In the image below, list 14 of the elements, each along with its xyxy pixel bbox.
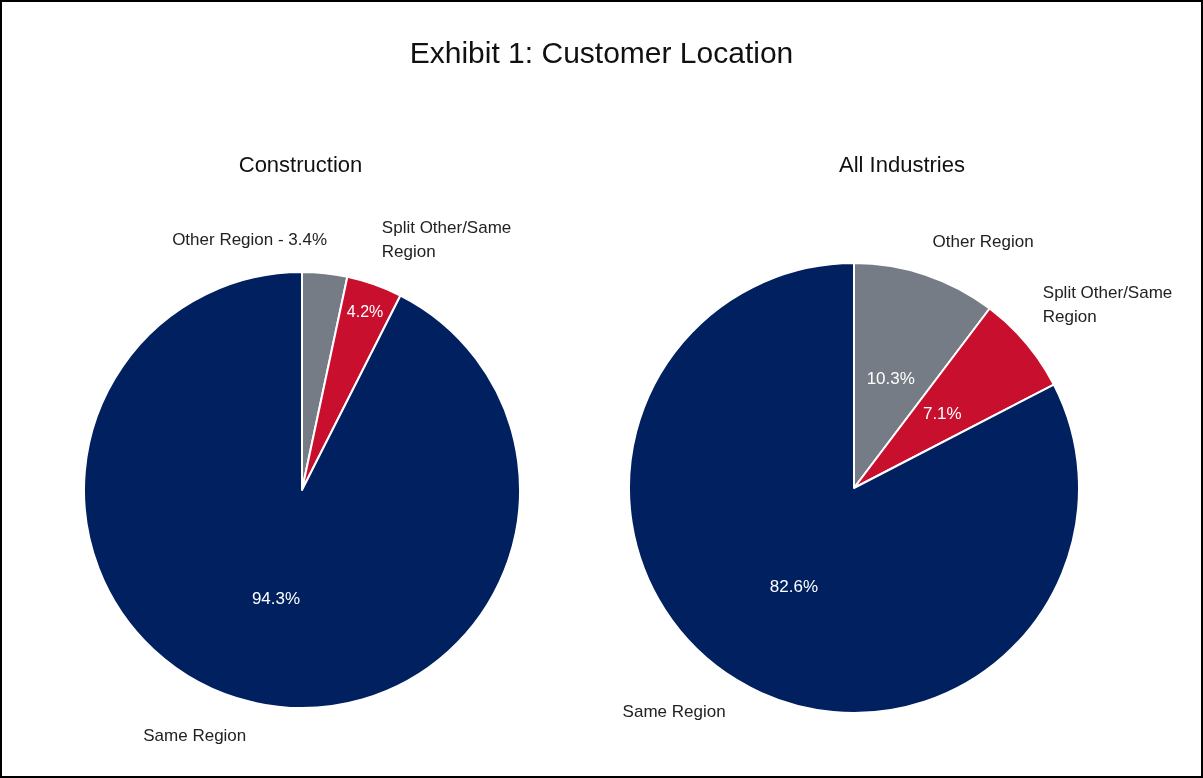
slice-label: Other Region [932,232,1034,252]
chart-title: Construction [238,151,363,177]
data-label: 7.1% [922,404,962,424]
data-label: 10.3% [866,368,915,388]
slice-label: Same Region [622,701,726,721]
text: Exhibit 1: Customer Location [408,36,795,70]
data-label: 82.6% [769,577,819,597]
chart-title: All Industries [839,151,965,177]
data-label: 94.3% [251,589,301,609]
data-label: 4.2% [346,302,384,320]
slice-label: Split Other/Same Region [381,218,517,262]
slice-label: Same Region [143,725,247,745]
slice-label: Split Other/Same Region [1042,283,1177,327]
slice-label: Other Region - 3.4% [172,229,328,249]
